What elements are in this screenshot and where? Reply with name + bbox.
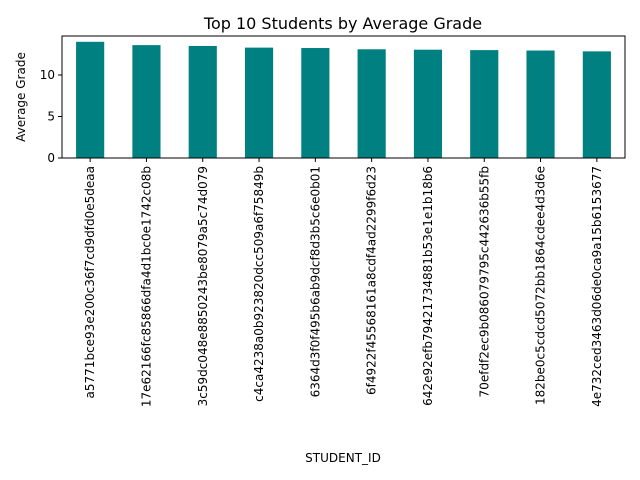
x-tick-label-1: a5771bce93e200c36f7cd9dfd0e5deaa bbox=[83, 166, 97, 398]
y-axis-label: Average Grade bbox=[14, 52, 28, 142]
bar-6 bbox=[357, 49, 386, 158]
x-tick-label-7: 642e92efb79421734881b53e1e1b18b6 bbox=[421, 166, 435, 406]
bar-7 bbox=[413, 49, 443, 158]
x-tick-label-5: 6364d3f0f495b6ab9dcf8d3b5c6e0b01 bbox=[308, 166, 322, 397]
x-tick-label-8: 70efdf2ec9b086079795c442636b55fb bbox=[477, 166, 491, 397]
y-axis-ticks: 0 5 10 bbox=[40, 68, 62, 165]
bar-10 bbox=[582, 51, 611, 158]
x-tick-label-10: 4e732ced3463d06de0ca9a15b6153677 bbox=[590, 166, 604, 407]
x-tick-label-2: 17e62166fc85866dfa4d1bc0e1742c08b bbox=[139, 166, 153, 407]
y-tick-label-1: 0 bbox=[47, 151, 55, 165]
bar-1 bbox=[76, 41, 105, 158]
bar-4 bbox=[244, 47, 274, 158]
bar-9 bbox=[526, 50, 555, 158]
bars-group bbox=[76, 41, 611, 159]
x-tick-label-9: 182be0c5cdcd5072bb1864cdee4d3d6e bbox=[534, 166, 548, 405]
y-tick-label-2: 5 bbox=[47, 110, 55, 124]
x-axis-ticks: a5771bce93e200c36f7cd9dfd0e5deaa 17e62166… bbox=[83, 158, 604, 407]
x-tick-label-4: c4ca4238a0b923820dcc509a6f75849b bbox=[252, 166, 266, 402]
bar-3 bbox=[188, 45, 217, 158]
x-tick-label-6: 6f4922f45568161a8cdf4ad2299f6d23 bbox=[365, 166, 379, 395]
plot-frame bbox=[61, 35, 626, 159]
y-tick-label-3: 10 bbox=[40, 68, 55, 82]
bar-2 bbox=[132, 45, 161, 158]
bar-8 bbox=[470, 50, 499, 159]
x-axis-label: STUDENT_ID bbox=[305, 451, 381, 465]
chart-title: Top 10 Students by Average Grade bbox=[203, 14, 482, 33]
bar-5 bbox=[301, 48, 330, 158]
x-tick-label-3: 3c59dc048e8850243be8079a5c74d079 bbox=[196, 166, 210, 406]
